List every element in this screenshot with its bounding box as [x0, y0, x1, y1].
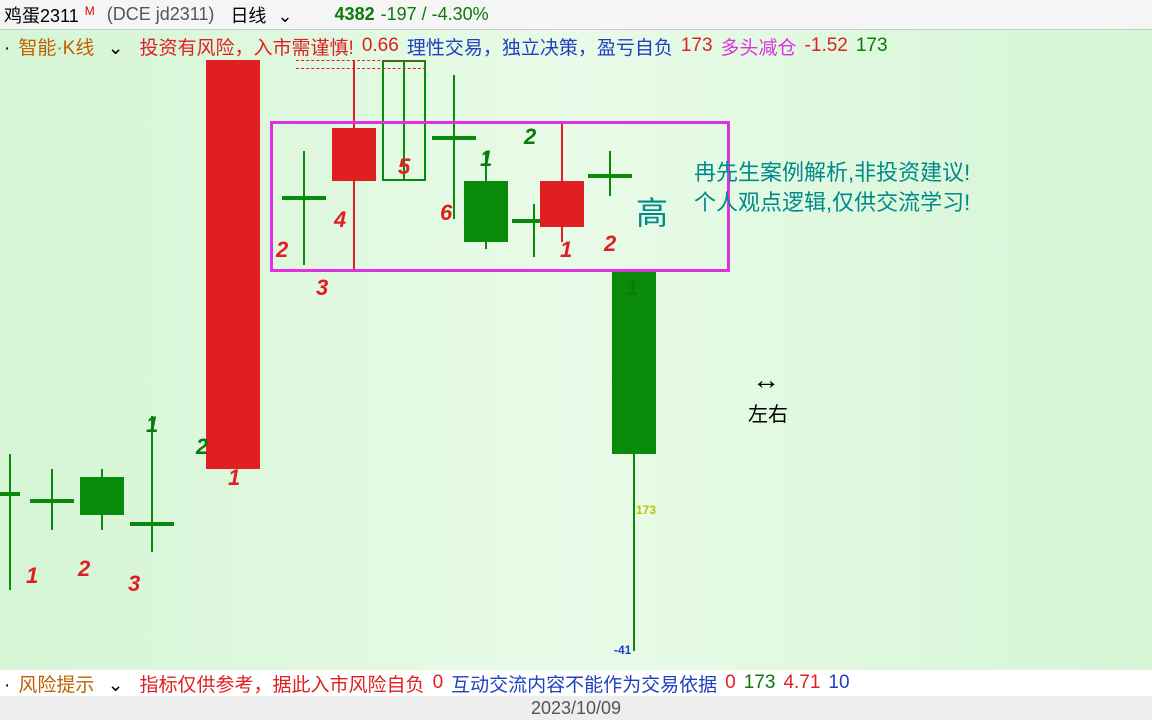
footer-warning-1: 指标仅供参考，据此入市风险自负: [140, 670, 425, 697]
footer-v1: 0: [433, 672, 444, 694]
wave-count-label: 2: [524, 124, 536, 150]
footer-indicator-bar: ·风险提示 ⌄ 指标仅供参考，据此入市风险自负 0 互动交流内容不能作为交易依据…: [0, 670, 1152, 696]
wave-count-label: 3: [316, 275, 328, 301]
position-note: 多头减仓: [721, 33, 797, 60]
chart-annotation: 高: [636, 188, 668, 234]
candle: [206, 60, 260, 666]
footer-v2: 0: [725, 672, 736, 694]
footer-v5: 10: [828, 672, 849, 694]
wave-count-label: 1: [560, 237, 572, 263]
wave-count-label: 2: [604, 231, 616, 257]
risk-warning-1: 投资有风险，入市需谨慎!: [140, 33, 354, 60]
wave-count-label: 4: [334, 207, 346, 233]
price-change: -197 / -4.30%: [381, 4, 489, 25]
value-4: 173: [856, 35, 888, 57]
chart-annotation: 冉先生案例解析,非投资建议!: [694, 155, 970, 187]
wave-count-label: 1: [228, 465, 240, 491]
value-1: 0.66: [362, 35, 399, 57]
value-label: 173: [636, 503, 656, 517]
wave-count-label: 6: [440, 200, 452, 226]
value-3: -1.52: [805, 35, 848, 57]
footer-warning-2: 互动交流内容不能作为交易依据: [451, 670, 717, 697]
chevron-down-icon: ⌄: [108, 675, 124, 696]
price-dashed-line: [296, 60, 426, 61]
chart-annotation: 个人观点逻辑,仅供交流学习!: [694, 185, 970, 217]
last-price: 4382: [335, 4, 375, 25]
wave-count-label: 5: [398, 154, 410, 180]
wave-count-label: 3: [128, 571, 140, 597]
wave-count-label: 2: [276, 237, 288, 263]
chevron-down-icon: ⌄: [277, 6, 292, 26]
chart-annotation: 左右: [748, 398, 788, 427]
indicator-name[interactable]: ·智能·K线 ⌄: [4, 33, 132, 60]
header-bar: 鸡蛋2311M (DCE jd2311) 日线 ⌄ 4382 -197 / -4…: [0, 0, 1152, 30]
footer-indicator-name[interactable]: ·风险提示 ⌄: [4, 670, 132, 697]
risk-warning-2: 理性交易，独立决策，盈亏自负: [407, 33, 673, 60]
chart-annotation: ↔: [752, 364, 780, 396]
value-2: 173: [681, 35, 713, 57]
wave-count-label: 1: [146, 412, 158, 438]
instrument-name: 鸡蛋2311M: [4, 2, 101, 28]
wave-count-label: 1: [26, 563, 38, 589]
wave-count-label: 2: [78, 556, 90, 582]
wave-count-label: 1: [480, 146, 492, 172]
period-selector[interactable]: 日线 ⌄: [230, 2, 298, 28]
wave-count-label: 2: [196, 434, 208, 460]
footer-v3: 173: [744, 672, 776, 694]
candle: [0, 60, 20, 666]
indicator-bar: ·智能·K线 ⌄ 投资有风险，入市需谨慎! 0.66 理性交易，独立决策，盈亏自…: [0, 32, 1152, 60]
instrument-code: (DCE jd2311): [107, 4, 215, 25]
candlestick-chart[interactable]: 1231212345612121高冉先生案例解析,非投资建议!个人观点逻辑,仅供…: [0, 60, 1152, 666]
footer-v4: 4.71: [783, 672, 820, 694]
wave-count-label: 1: [626, 275, 638, 301]
date-axis: 2023/10/09: [0, 696, 1152, 720]
chevron-down-icon: ⌄: [108, 38, 124, 59]
price-dashed-line: [296, 68, 426, 69]
value-label: -41: [614, 643, 631, 657]
